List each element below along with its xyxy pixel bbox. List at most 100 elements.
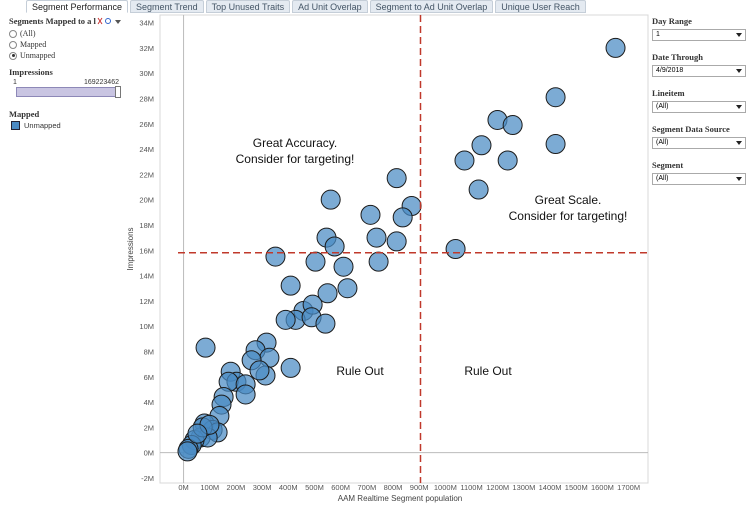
legend-label: Unmapped <box>24 121 61 130</box>
x-tick-label: 900M <box>410 483 429 492</box>
data-point <box>468 179 489 200</box>
y-tick-label: 0M <box>144 449 154 458</box>
radio-option[interactable]: Mapped <box>9 39 127 50</box>
y-tick-label: 22M <box>139 170 154 179</box>
annotation: Rule Out <box>336 364 384 378</box>
x-tick-label: 1500M <box>565 483 588 492</box>
y-tick-label: 28M <box>139 94 154 103</box>
annotation: Consider for targeting! <box>509 209 628 223</box>
y-tick-label: 30M <box>139 69 154 78</box>
y-tick-label: 34M <box>139 19 154 28</box>
y-tick-label: 8M <box>144 347 154 356</box>
y-tick-label: 2M <box>144 423 154 432</box>
filter-title: Segments Mapped to a l <box>9 16 96 26</box>
legend-swatch <box>11 121 20 130</box>
filter-label: Day Range <box>652 16 692 26</box>
radio-option[interactable]: (All) <box>9 28 127 39</box>
dropdown[interactable]: 4/9/2018 <box>652 65 746 77</box>
tab[interactable]: Segment Performance <box>26 0 129 13</box>
filter-label: Segment <box>652 160 684 170</box>
data-point <box>305 251 326 272</box>
data-point <box>317 283 338 304</box>
annotation: Rule Out <box>464 364 512 378</box>
slider-title: Impressions <box>9 67 53 77</box>
radio-option[interactable]: Unmapped <box>9 50 127 61</box>
data-point <box>177 441 198 462</box>
left-panel: Segments Mapped to a l (All) Mapped Unmapp… <box>9 16 127 130</box>
x-tick-label: 1700M <box>617 483 640 492</box>
data-point <box>386 231 407 252</box>
y-tick-label: 10M <box>139 322 154 331</box>
data-point <box>360 204 381 225</box>
legend-title: Mapped <box>9 109 40 119</box>
x-tick-label: 500M <box>305 483 324 492</box>
y-tick-label: 26M <box>139 120 154 129</box>
data-point <box>502 115 523 136</box>
tab[interactable]: Segment to Ad Unit Overlap <box>369 0 494 13</box>
data-point <box>280 275 301 296</box>
filter-label: Segment Data Source <box>652 124 730 134</box>
data-point <box>386 168 407 189</box>
y-tick-label: 14M <box>139 272 154 281</box>
x-tick-label: 200M <box>227 483 246 492</box>
dropdown[interactable]: (All) <box>652 101 746 113</box>
x-tick-label: 400M <box>279 483 298 492</box>
tab[interactable]: Segment Trend <box>130 0 204 13</box>
y-tick-label: 12M <box>139 297 154 306</box>
slider[interactable] <box>16 86 121 98</box>
tab-bar: Segment Performance Segment Trend Top Unus… <box>26 0 588 13</box>
data-point <box>445 239 466 259</box>
data-point <box>195 337 216 358</box>
y-tick-label: 18M <box>139 221 154 230</box>
annotation: Great Accuracy. <box>253 136 337 150</box>
data-point <box>545 87 566 108</box>
y-axis-title: Impressions <box>126 227 135 270</box>
data-point <box>249 360 270 381</box>
y-tick-label: 16M <box>139 246 154 255</box>
tab[interactable]: Ad Unit Overlap <box>292 0 368 13</box>
plot-border <box>159 14 649 484</box>
radio-group: (All) Mapped Unmapped <box>9 28 127 61</box>
data-point <box>471 135 492 156</box>
radio-dot[interactable] <box>9 29 17 38</box>
y-tick-label: -2M <box>141 474 154 483</box>
y-tick-label: 24M <box>139 145 154 154</box>
data-point <box>392 207 413 228</box>
y-tick-label: 6M <box>144 373 154 382</box>
legend-entry: Unmapped <box>9 121 127 130</box>
data-point <box>337 278 358 299</box>
tab[interactable]: Top Unused Traits <box>205 0 291 13</box>
x-tick-label: 0M <box>178 483 188 492</box>
x-tick-label: 1400M <box>539 483 562 492</box>
dropdown[interactable]: (All) <box>652 137 746 149</box>
filter-label: Lineitem <box>652 88 685 98</box>
radio-dot[interactable] <box>9 51 17 60</box>
filter-header: Segments Mapped to a l <box>9 16 127 26</box>
radio-label: Unmapped <box>20 51 56 60</box>
y-tick-label: 32M <box>139 44 154 53</box>
data-point <box>545 134 566 155</box>
radio-dot[interactable] <box>9 40 17 49</box>
dropdown[interactable]: 1 <box>652 29 746 41</box>
right-panel: Day Range 1 Date Through 4/9/2018 Lineitem (A… <box>652 16 746 196</box>
data-point <box>275 309 296 330</box>
data-point <box>324 236 345 257</box>
x-tick-label: 800M <box>384 483 403 492</box>
slider-max: 169223462 <box>83 79 119 86</box>
slider-handle[interactable] <box>115 86 121 98</box>
filter-icons <box>97 17 121 25</box>
x-tick-label: 700M <box>357 483 376 492</box>
tab[interactable]: Unique User Reach <box>495 0 586 13</box>
annotation: Great Scale. <box>535 193 602 207</box>
filter-label: Date Through <box>652 52 703 62</box>
data-point <box>187 423 208 444</box>
slider-min: 1 <box>13 79 17 86</box>
data-point <box>368 251 389 272</box>
x-tick-label: 1100M <box>460 483 482 492</box>
dropdown[interactable]: (All) <box>652 173 746 185</box>
x-tick-label: 1000M <box>434 483 457 492</box>
data-point <box>454 150 475 171</box>
data-point <box>265 246 286 267</box>
data-point <box>333 256 354 277</box>
